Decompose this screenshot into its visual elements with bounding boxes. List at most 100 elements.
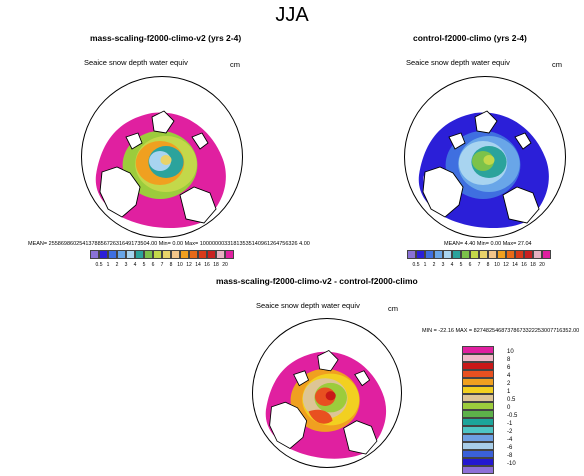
colorbar-swatch (434, 250, 443, 259)
colorbar-swatch (462, 442, 494, 450)
colorbar-tick-label: 1 (423, 262, 427, 268)
coastline (269, 401, 308, 450)
colorbar-swatch (506, 250, 515, 259)
coastline (448, 132, 466, 150)
colorbar-tick-label: 10 (177, 262, 183, 268)
panel2-map-svg (418, 110, 549, 229)
colorbar-tick-label: 5 (142, 262, 146, 268)
colorbar-swatch (462, 378, 494, 386)
colorbar-tick-label: 5 (459, 262, 463, 268)
colorbar-swatch (461, 250, 470, 259)
coastline (293, 370, 310, 387)
colorbar-tick-label: 8 (169, 262, 173, 268)
colorbar-tick-label: 8 (486, 262, 490, 268)
panel3-variable-label: Seaice snow depth water equiv (256, 301, 360, 310)
coastline (354, 370, 371, 387)
colorbar-swatch (171, 250, 180, 259)
colorbar-tick-label: 2 (115, 262, 119, 268)
coastline (514, 132, 532, 150)
coastline (151, 110, 175, 134)
colorbar-swatch (462, 354, 494, 362)
colorbar-swatch (462, 402, 494, 410)
sea-ice-region (308, 409, 333, 424)
colorbar-tick-label: 1 (106, 262, 110, 268)
colorbar-tick-label: 14 (512, 262, 518, 268)
colorbar-tick-label: 0.5 (412, 262, 420, 268)
colorbar-tick-label: 4 (507, 373, 511, 379)
colorbar-tick-label: 4 (450, 262, 454, 268)
colorbar-tick-label: 2 (432, 262, 436, 268)
colorbar-tick-label: 12 (503, 262, 509, 268)
colorbar-swatch (542, 250, 551, 259)
colorbar-tick-label: -8 (507, 453, 513, 459)
panel1-variable-label: Seaice snow depth water equiv (84, 58, 188, 67)
panel2-title: control-f2000-climo (yrs 2-4) (413, 33, 527, 43)
sea-ice-region (112, 128, 140, 143)
colorbar-swatch (488, 250, 497, 259)
snow-depth-contour (325, 391, 336, 401)
colorbar-tick-label: -4 (507, 437, 513, 443)
colorbar-swatch (462, 426, 494, 434)
colorbar-swatch (515, 250, 524, 259)
colorbar-swatch (462, 466, 494, 474)
panel2-polar-map (404, 76, 566, 238)
colorbar-swatch (452, 250, 461, 259)
panel2-units-label: cm (552, 60, 562, 69)
colorbar-swatch (462, 410, 494, 418)
colorbar-tick-label: -6 (507, 445, 513, 451)
colorbar-swatch (135, 250, 144, 259)
colorbar-tick-label: 20 (222, 262, 228, 268)
colorbar-swatch (126, 250, 135, 259)
panel1-polar-map (81, 76, 243, 238)
panel2-variable-label: Seaice snow depth water equiv (406, 58, 510, 67)
colorbar-tick-label: 1 (507, 389, 511, 395)
panel3-stats: MIN = -22.16 MAX = 827482546873786733222… (422, 328, 580, 334)
colorbar-tick-label: -1 (507, 421, 513, 427)
coastline (343, 420, 378, 455)
colorbar-tick-label: 3 (441, 262, 445, 268)
coastline (474, 110, 498, 134)
colorbar-tick-label: 8 (507, 357, 511, 363)
colorbar-tick-label: 10 (507, 349, 514, 355)
colorbar-swatch (462, 386, 494, 394)
colorbar-swatch (407, 250, 416, 259)
coastline (317, 349, 339, 372)
colorbar-tick-label: 4 (133, 262, 137, 268)
colorbar-swatch (99, 250, 108, 259)
coastline (125, 132, 143, 150)
colorbar-swatch (462, 458, 494, 466)
colorbar-swatch (425, 250, 434, 259)
colorbar-swatch (198, 250, 207, 259)
coastline (502, 186, 540, 224)
panel3-colorbar (462, 346, 494, 474)
panel2-colorbar (407, 250, 551, 259)
colorbar-swatch (207, 250, 216, 259)
colorbar-tick-label: 6 (151, 262, 155, 268)
colorbar-tick-label: 7 (160, 262, 164, 268)
colorbar-swatch (189, 250, 198, 259)
panel1-colorbar (90, 250, 234, 259)
colorbar-swatch (117, 250, 126, 259)
snow-depth-contour (160, 155, 172, 165)
panel1-map-svg (95, 110, 226, 229)
colorbar-swatch (462, 434, 494, 442)
colorbar-tick-label: 3 (124, 262, 128, 268)
panel3-units-label: cm (388, 304, 398, 313)
colorbar-swatch (462, 362, 494, 370)
panel3-polar-map (252, 318, 402, 468)
colorbar-tick-label: -2 (507, 429, 513, 435)
colorbar-swatch (462, 370, 494, 378)
colorbar-tick-label: -10 (507, 461, 516, 467)
panel3-title: mass-scaling-f2000-climo-v2 - control-f2… (216, 276, 418, 286)
colorbar-tick-label: 12 (186, 262, 192, 268)
colorbar-tick-label: 18 (213, 262, 219, 268)
figure-title: JJA (275, 4, 309, 26)
colorbar-tick-label: 18 (530, 262, 536, 268)
snow-depth-contour (483, 155, 495, 165)
colorbar-tick-label: 14 (195, 262, 201, 268)
coastline (191, 132, 209, 150)
panel1-title: mass-scaling-f2000-climo-v2 (yrs 2-4) (90, 33, 242, 43)
colorbar-tick-label: 0 (507, 405, 511, 411)
colorbar-tick-label: 10 (494, 262, 500, 268)
panel3-map-svg (265, 349, 387, 459)
